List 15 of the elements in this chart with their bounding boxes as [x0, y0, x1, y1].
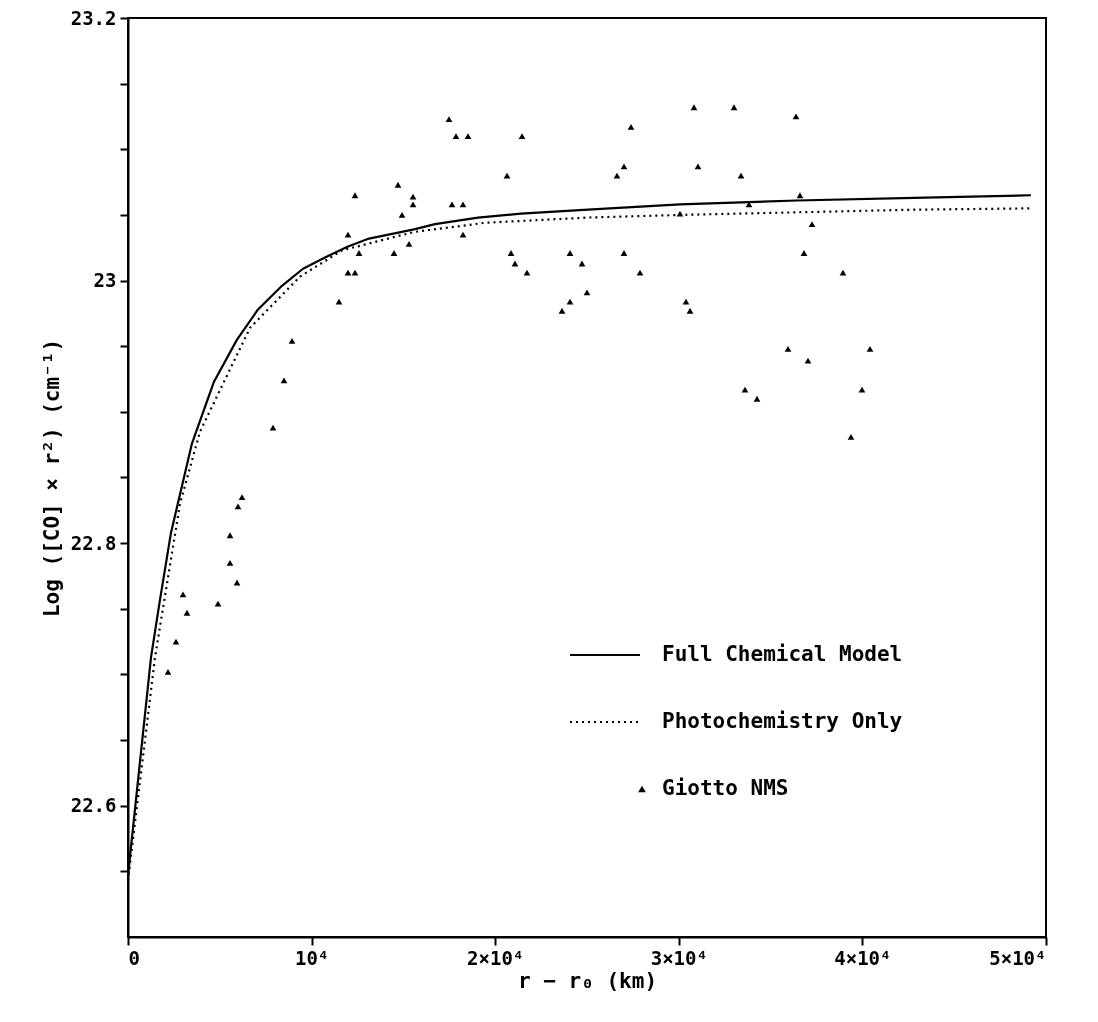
x-tick-label: 5×10⁴	[989, 946, 1047, 969]
legend-label: Photochemistry Only	[662, 709, 903, 733]
y-tick-label: 22.8	[70, 531, 117, 554]
y-tick-label: 23	[93, 269, 117, 292]
y-tick-label: 22.6	[70, 794, 117, 817]
x-tick-label: 2×10⁴	[467, 946, 525, 969]
x-axis-title: r − r₀ (km)	[517, 968, 658, 993]
x-tick-label: 4×10⁴	[834, 946, 892, 969]
legend-label: Giotto NMS	[662, 776, 789, 800]
x-tick-label: 10⁴	[294, 946, 330, 969]
y-axis-title: Log ([CO] × r²) (cm⁻¹)	[39, 338, 64, 618]
x-tick-label: 3×10⁴	[650, 946, 708, 969]
x-tick-label: 0	[128, 946, 140, 969]
legend-label: Full Chemical Model	[662, 642, 903, 666]
y-tick-label: 23.2	[70, 6, 117, 29]
